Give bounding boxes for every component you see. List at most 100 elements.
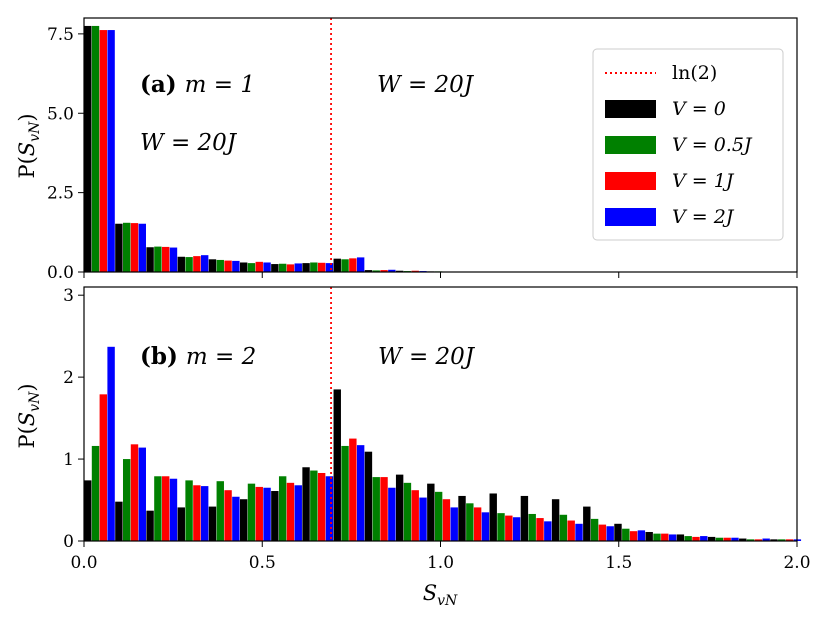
x-tick-label: 1.5 <box>605 553 632 573</box>
panel-a-bar <box>232 260 240 272</box>
panel-b-bar <box>310 470 318 541</box>
panel-a-bar <box>99 30 107 273</box>
panel-b-bar <box>130 444 139 541</box>
panel-a-bar <box>333 258 341 272</box>
panel-a-bar <box>130 223 139 272</box>
panel-a-bar <box>263 262 271 272</box>
panel-b-bar <box>614 523 622 541</box>
panel-b-bar <box>770 539 778 541</box>
panel-a-bar <box>356 257 365 272</box>
panel-a-bar <box>224 260 232 272</box>
legend: ln(2) V = 0 V = 0.5J V = 1J V = 2J <box>592 48 784 241</box>
panel-b-bar <box>590 518 599 541</box>
panel-a-bar <box>91 25 100 272</box>
x-tick-label: 1.0 <box>427 553 454 573</box>
panel-b-bar <box>785 539 794 541</box>
panel-a-bar <box>239 262 248 272</box>
panel-b-y-tick-label: 3 <box>63 286 74 306</box>
panel-b-x-ticks: 0.0 0.5 1.0 1.5 2.0 <box>70 541 811 573</box>
panel-b-tag: (b) <box>140 343 178 370</box>
panel-b-bar <box>551 499 560 541</box>
panel-a-bar <box>216 259 224 272</box>
panel-b-bar <box>115 501 123 541</box>
panel-a-y-axis-label: P(SvN) <box>15 113 43 178</box>
panel-b-bar <box>559 514 568 541</box>
panel-b-bar <box>388 487 396 541</box>
panel-b-bar <box>528 513 536 541</box>
panel-b-bar <box>536 518 544 541</box>
panel-a-disorder-right: W = 20J <box>377 72 475 98</box>
legend-label-v0: V = 0 <box>672 98 726 120</box>
panel-b-bar <box>364 451 373 541</box>
panel-b-y-axis-label: P(SvN) <box>15 383 43 448</box>
x-tick-label: 0.5 <box>249 553 276 573</box>
panel-b-bar <box>700 536 708 541</box>
panel-b-bar <box>473 507 482 541</box>
panel-b-bars <box>84 346 802 541</box>
panel-a-bar <box>115 223 123 272</box>
legend-swatch-v1 <box>605 172 656 190</box>
panel-b-bar <box>232 496 240 541</box>
panel-a-bar <box>380 270 388 272</box>
x-axis-label: SvN <box>423 581 458 609</box>
panel-b: 0 1 2 3 0.0 0.5 1.0 1.5 2.0 P(SvN) SvN (b) m = 2… <box>15 286 811 609</box>
panel-a-bar <box>177 256 185 272</box>
panel-b-bar <box>762 538 770 541</box>
panel-b-bar <box>707 536 716 541</box>
panel-b-bar <box>466 503 474 541</box>
panel-b-bar <box>575 523 583 541</box>
panel-a-bar <box>325 263 334 272</box>
panel-b-bar <box>271 491 279 541</box>
panel-b-bar <box>497 513 505 541</box>
panel-a-bar <box>302 263 310 272</box>
panel-b-bar <box>419 497 427 541</box>
panel-a-bar <box>84 25 92 272</box>
panel-b-bar <box>676 534 685 541</box>
panel-b-bar <box>169 478 178 541</box>
panel-b-bar <box>739 538 747 541</box>
panel-b-bar <box>512 517 521 541</box>
panel-a: 0.0 2.5 5.0 7.5 P(SvN) (a) m = 1 W = 20J W =… <box>15 17 798 283</box>
panel-b-bar <box>427 483 435 541</box>
panel-b-bar <box>505 515 513 541</box>
panel-b-bar <box>286 482 295 541</box>
panel-b-bar <box>372 477 380 541</box>
panel-a-bar <box>154 246 162 272</box>
legend-swatch-v2 <box>605 208 656 226</box>
panel-b-frame <box>83 286 798 542</box>
panel-a-disorder-left: W = 20J <box>140 130 238 156</box>
panel-b-bar <box>239 499 248 541</box>
panel-b-bar <box>458 495 466 541</box>
panel-b-bar <box>177 507 185 541</box>
x-tick-label: 0.0 <box>70 553 97 573</box>
panel-b-annotation-label: (b) m = 2 <box>140 343 256 370</box>
panel-b-disorder: W = 20J <box>378 344 476 370</box>
panel-b-bar <box>567 520 575 541</box>
panel-b-bar <box>154 476 162 541</box>
panel-a-bar <box>372 270 380 272</box>
panel-a-bar <box>200 255 209 272</box>
panel-a-bar <box>255 261 263 272</box>
panel-b-bar <box>622 528 630 541</box>
legend-label-v05: V = 0.5J <box>672 134 753 156</box>
panel-a-bar <box>349 258 357 272</box>
panel-a-bar <box>294 263 302 272</box>
panel-b-bar <box>411 490 419 541</box>
panel-b-bar <box>317 472 326 541</box>
panel-b-bar <box>99 394 107 541</box>
panel-b-bar <box>754 539 763 541</box>
panel-b-bar <box>442 499 451 541</box>
panel-b-bar <box>200 486 209 541</box>
panel-b-bar <box>255 486 263 541</box>
panel-a-bar <box>185 257 193 272</box>
panel-b-y-tick-label: 2 <box>63 368 74 388</box>
panel-b-bar <box>544 521 552 541</box>
panel-a-bar <box>271 264 279 272</box>
panel-b-bar <box>746 539 755 541</box>
panel-b-bar <box>333 389 341 541</box>
panel-a-bar <box>341 259 349 272</box>
panel-b-bar <box>481 512 490 541</box>
panel-b-bar <box>403 482 412 541</box>
panel-a-bar <box>310 262 318 272</box>
panel-b-bar <box>161 476 170 541</box>
